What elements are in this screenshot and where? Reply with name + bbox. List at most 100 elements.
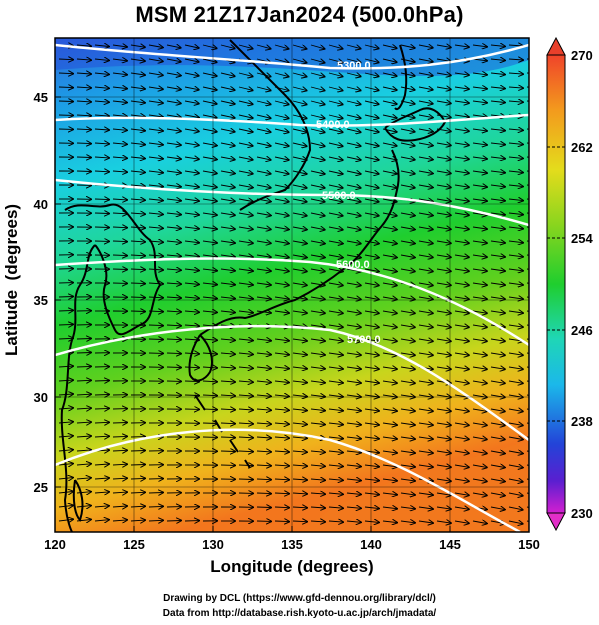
wind-arrow xyxy=(436,45,451,47)
wind-arrow xyxy=(256,353,271,355)
wind-arrow xyxy=(256,143,271,146)
wind-arrow xyxy=(346,283,361,285)
wind-arrow xyxy=(382,423,397,425)
wind-arrow xyxy=(364,115,379,118)
wind-arrow xyxy=(148,227,163,228)
wind-arrow xyxy=(166,367,181,368)
wind-arrow xyxy=(472,479,487,481)
wind-arrow xyxy=(310,129,325,132)
contour-5400 xyxy=(55,113,529,127)
wind-arrow xyxy=(418,507,433,509)
wind-arrow xyxy=(274,241,289,244)
wind-arrow xyxy=(58,380,73,381)
wind-arrow xyxy=(220,269,235,271)
wind-arrow xyxy=(238,129,253,132)
wind-arrow xyxy=(94,506,109,507)
wind-arrow xyxy=(328,521,343,522)
wind-arrow xyxy=(130,143,145,145)
wind-arrow xyxy=(184,171,199,173)
wind-arrow xyxy=(454,157,469,159)
wind-arrow xyxy=(472,213,487,215)
wind-arrow xyxy=(436,227,451,229)
colorbar-label-254: 254 xyxy=(571,231,593,246)
wind-arrow xyxy=(436,87,451,89)
wind-arrow xyxy=(472,241,487,243)
wind-arrow xyxy=(112,73,127,75)
wind-arrow xyxy=(418,73,433,76)
wind-arrow xyxy=(292,479,307,480)
japan-kyushu-coast xyxy=(188,334,213,382)
wind-arrow xyxy=(76,101,91,102)
wind-arrow xyxy=(148,45,163,48)
contour-5300 xyxy=(55,43,529,70)
wind-arrow xyxy=(328,73,343,77)
wind-arrow xyxy=(400,507,415,509)
wind-arrow xyxy=(274,451,289,452)
wind-arrow xyxy=(238,269,253,271)
wind-arrow xyxy=(436,339,451,341)
wind-arrow xyxy=(346,325,361,327)
wind-arrow xyxy=(274,199,289,202)
wind-arrow xyxy=(328,353,343,355)
wind-arrow xyxy=(310,339,325,341)
wind-arrow xyxy=(166,297,181,298)
wind-arrow xyxy=(364,269,379,272)
wind-arrow xyxy=(166,311,181,312)
wind-arrow xyxy=(220,213,235,215)
wind-arrow xyxy=(310,213,325,216)
y-tick-labels: 25 30 35 40 45 xyxy=(34,90,48,495)
wind-arrow xyxy=(292,311,307,313)
wind-arrow xyxy=(346,45,361,49)
wind-arrow xyxy=(418,199,433,202)
wind-arrow xyxy=(382,437,397,439)
wind-arrow xyxy=(508,451,523,454)
wind-arrow xyxy=(202,101,217,104)
wind-arrow xyxy=(220,423,235,424)
wind-arrow xyxy=(166,87,181,90)
wind-arrow xyxy=(274,409,289,410)
wind-arrow xyxy=(508,269,523,271)
wind-arrow xyxy=(130,520,145,521)
wind-arrow xyxy=(112,199,127,200)
wind-arrow xyxy=(202,269,217,271)
wind-arrow xyxy=(310,157,325,160)
wind-arrow xyxy=(238,185,253,188)
wind-arrow xyxy=(346,507,361,508)
wind-arrow xyxy=(346,269,361,272)
wind-arrow xyxy=(310,507,325,508)
wind-arrow xyxy=(220,367,235,368)
wind-arrow xyxy=(130,59,145,61)
wind-arrow xyxy=(274,479,289,480)
wind-arrow xyxy=(454,325,469,327)
wind-arrow xyxy=(508,311,523,313)
wind-arrow xyxy=(292,101,307,104)
wind-arrow xyxy=(58,519,73,521)
wind-arrow xyxy=(454,185,469,187)
wind-arrow xyxy=(220,227,235,229)
wind-arrow xyxy=(400,227,415,230)
wind-arrow xyxy=(94,45,109,47)
wind-arrow xyxy=(94,115,109,116)
y-tick-label-40: 40 xyxy=(34,197,48,212)
wind-arrow xyxy=(472,297,487,299)
wind-arrow xyxy=(220,437,235,438)
wind-arrow xyxy=(310,367,325,369)
wind-arrow xyxy=(76,59,91,60)
wind-arrow xyxy=(202,171,217,173)
wind-arrow xyxy=(274,437,289,438)
wind-arrow xyxy=(220,73,235,76)
wind-arrow xyxy=(436,185,451,187)
wind-arrow xyxy=(94,171,109,172)
wind-arrow xyxy=(418,465,433,467)
wind-arrow xyxy=(274,213,289,216)
wind-arrow xyxy=(166,325,181,326)
wind-arrow xyxy=(472,437,487,439)
wind-arrow xyxy=(400,479,415,481)
wind-arrow xyxy=(256,213,271,216)
wind-arrow xyxy=(292,381,307,383)
credit-drawing: Drawing by DCL (https://www.gfd-dennou.o… xyxy=(163,593,436,604)
wind-arrow xyxy=(364,199,379,202)
wind-arrow xyxy=(274,227,289,230)
wind-arrow xyxy=(112,227,127,228)
